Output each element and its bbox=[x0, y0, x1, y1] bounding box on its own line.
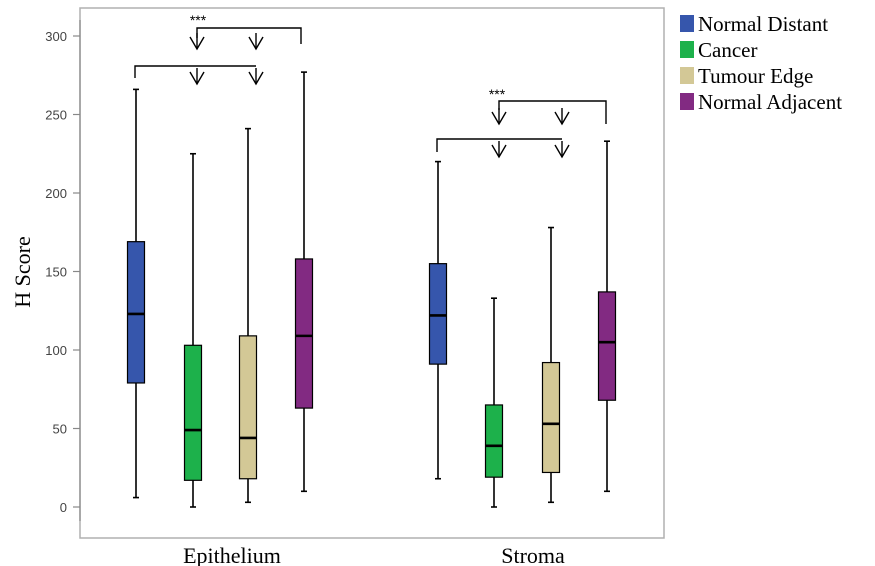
y-tick-label: 100 bbox=[45, 343, 67, 358]
y-tick-label: 50 bbox=[53, 422, 67, 437]
significance-stars: *** bbox=[489, 86, 506, 102]
legend-label: Tumour Edge bbox=[698, 64, 813, 88]
bracket-line bbox=[436, 138, 562, 152]
box-normal-adjacent-stroma bbox=[597, 140, 617, 493]
iqr-box bbox=[238, 335, 258, 480]
significance-brackets: *** *** bbox=[134, 12, 607, 159]
box-normal-adjacent-epithelium bbox=[294, 71, 314, 493]
y-axis-ticks: 0 50 100 150 200 250 300 bbox=[45, 29, 80, 515]
iqr-box bbox=[484, 404, 504, 478]
y-tick-label: 250 bbox=[45, 108, 67, 123]
legend-label: Normal Adjacent bbox=[698, 90, 842, 114]
box-normal-distant-epithelium bbox=[126, 88, 146, 499]
y-axis-label: H Score bbox=[10, 236, 35, 307]
box-cancer-epithelium bbox=[183, 152, 203, 508]
box-tumour-edge-stroma bbox=[541, 226, 561, 504]
y-tick-label: 200 bbox=[45, 186, 67, 201]
legend-swatch bbox=[680, 15, 694, 32]
y-tick-label: 0 bbox=[60, 500, 67, 515]
legend-swatch bbox=[680, 93, 694, 110]
legend-swatch bbox=[680, 67, 694, 84]
bracket-line bbox=[134, 65, 256, 78]
box-tumour-edge-epithelium bbox=[238, 127, 258, 504]
iqr-box bbox=[428, 263, 448, 365]
x-category-label: Epithelium bbox=[183, 543, 281, 566]
y-tick-label: 150 bbox=[45, 265, 67, 280]
box-cancer-stroma bbox=[484, 297, 504, 508]
iqr-box bbox=[541, 361, 561, 474]
iqr-box bbox=[183, 344, 203, 481]
box-normal-distant-stroma bbox=[428, 160, 448, 480]
x-category-label: Stroma bbox=[501, 543, 565, 566]
x-axis-category-labels: Epithelium Stroma bbox=[183, 543, 565, 566]
iqr-box bbox=[294, 258, 314, 409]
legend-swatch bbox=[680, 41, 694, 58]
iqr-box bbox=[597, 291, 617, 401]
legend-label: Normal Distant bbox=[698, 12, 828, 36]
bracket-line bbox=[498, 100, 607, 124]
box-groups bbox=[126, 71, 617, 508]
significance-stars: *** bbox=[190, 12, 207, 28]
legend-label: Cancer bbox=[698, 38, 757, 62]
iqr-box bbox=[126, 241, 146, 384]
plot-frame bbox=[79, 7, 665, 539]
y-tick-label: 300 bbox=[45, 29, 67, 44]
